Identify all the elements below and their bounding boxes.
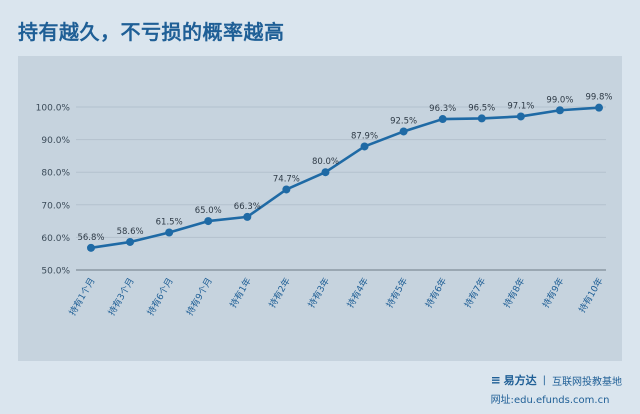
data-point [477, 114, 486, 123]
data-point [126, 237, 135, 246]
y-tick-label: 70.0% [41, 201, 70, 211]
y-tick-label: 100.0% [36, 104, 71, 114]
x-tick-label: 持有9年 [540, 276, 567, 310]
y-tick-label: 50.0% [41, 267, 70, 277]
data-point [204, 217, 213, 226]
x-tick-label: 持有1个月 [66, 276, 97, 318]
y-tick-label: 80.0% [41, 169, 70, 179]
data-point [595, 103, 603, 112]
data-label: 66.3% [234, 202, 261, 212]
brand-name: 易方达 [503, 374, 537, 387]
data-point [555, 106, 564, 115]
data-point [165, 228, 174, 237]
page-title: 持有越久，不亏损的概率越高 [18, 20, 285, 44]
x-tick-label: 持有2年 [266, 276, 293, 310]
data-label: 96.3% [429, 104, 456, 114]
brand-logo: ≡ 易方达 [491, 372, 537, 388]
data-label: 96.5% [468, 103, 495, 113]
x-tick-label: 持有4年 [344, 276, 371, 310]
y-tick-label: 60.0% [41, 234, 70, 244]
data-label: 80.0% [312, 157, 339, 167]
data-label: 61.5% [156, 218, 183, 228]
data-point [399, 127, 408, 136]
x-tick-label: 持有7年 [462, 276, 489, 310]
x-tick-label: 持有10年 [576, 276, 606, 315]
data-point [243, 212, 252, 221]
x-tick-label: 持有3个月 [105, 276, 136, 318]
data-point [438, 115, 447, 124]
chart-panel: 50.0% 60.0% 70.0% 80.0% 90.0% 100.0% 56.8% 58.6… [18, 56, 622, 361]
y-tick-label: 90.0% [41, 136, 70, 146]
data-label: 74.7% [273, 174, 300, 184]
footer: ≡ 易方达 | 互联网投教基地 网址:edu.efunds.com.cn [491, 372, 622, 406]
data-label: 99.0% [546, 95, 573, 105]
website-url: edu.efunds.com.cn [513, 395, 610, 406]
efunds-logo-icon: ≡ [490, 373, 501, 387]
data-label: 65.0% [195, 206, 222, 216]
x-tick-label: 持有6年 [423, 276, 450, 310]
data-label: 92.5% [390, 116, 417, 126]
data-point [360, 142, 369, 151]
data-label: 56.8% [77, 233, 104, 243]
series-line [90, 106, 600, 250]
website-label: 网址: [490, 395, 514, 406]
brand-row: ≡ 易方达 | 互联网投教基地 [491, 372, 622, 388]
data-label: 99.8% [585, 93, 612, 103]
data-label: 58.6% [117, 227, 144, 237]
data-label: 97.1% [507, 101, 534, 111]
x-tick-label: 持有8年 [501, 276, 528, 310]
footer-separator: | [542, 374, 546, 386]
x-tick-label: 持有3年 [305, 276, 332, 310]
x-tick-label: 持有5年 [383, 276, 410, 310]
data-point [282, 185, 291, 194]
line-chart: 50.0% 60.0% 70.0% 80.0% 90.0% 100.0% 56.8% 58.6… [36, 93, 613, 318]
data-point [321, 168, 330, 177]
x-tick-label: 持有9个月 [184, 276, 215, 318]
data-point [87, 243, 95, 252]
x-tick-label: 持有1年 [227, 276, 254, 310]
x-tick-label: 持有6个月 [144, 276, 175, 318]
brand-tagline: 互联网投教基地 [552, 376, 622, 388]
data-label: 87.9% [351, 131, 378, 141]
data-point [516, 112, 525, 121]
website-row: 网址:edu.efunds.com.cn [491, 391, 622, 406]
